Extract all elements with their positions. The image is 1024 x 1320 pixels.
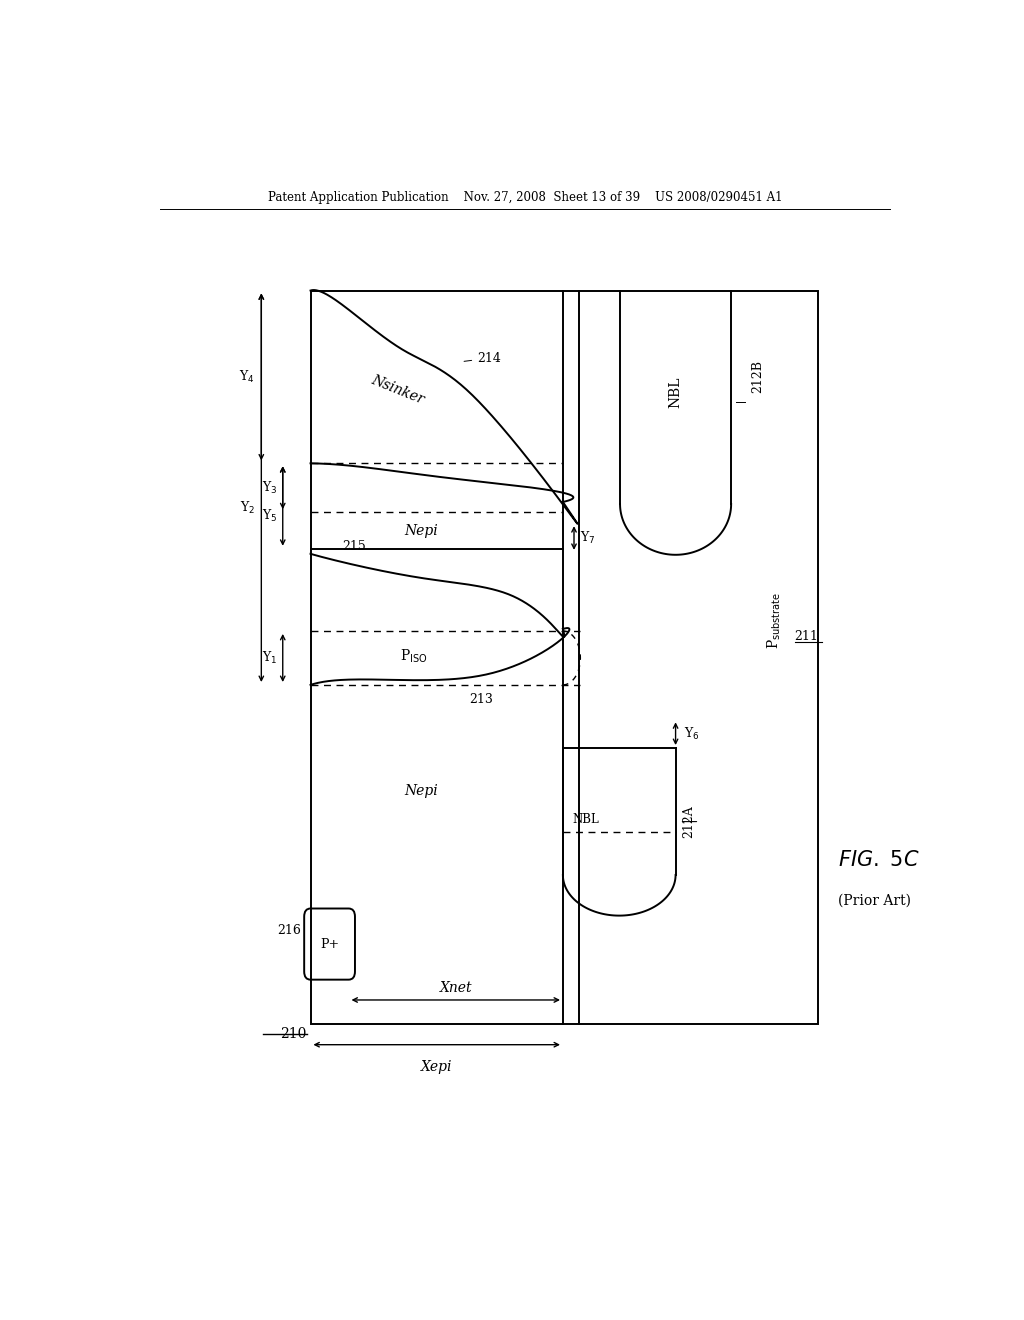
Text: Patent Application Publication    Nov. 27, 2008  Sheet 13 of 39    US 2008/02904: Patent Application Publication Nov. 27, … xyxy=(267,190,782,203)
Text: Y$_3$: Y$_3$ xyxy=(262,479,278,496)
Text: 215: 215 xyxy=(342,540,366,553)
Text: Xnet: Xnet xyxy=(439,981,472,995)
Text: 210: 210 xyxy=(281,1027,306,1041)
Text: P$_{\rm ISO}$: P$_{\rm ISO}$ xyxy=(400,648,427,665)
Text: 211: 211 xyxy=(795,630,818,643)
Text: Y$_6$: Y$_6$ xyxy=(684,726,699,742)
Text: Y$_1$: Y$_1$ xyxy=(262,649,278,667)
Text: Y$_2$: Y$_2$ xyxy=(240,500,255,516)
Text: Y$_7$: Y$_7$ xyxy=(581,529,596,546)
Text: P$_{\rm substrate}$: P$_{\rm substrate}$ xyxy=(766,593,783,649)
Text: Y$_5$: Y$_5$ xyxy=(262,508,278,524)
Text: 216: 216 xyxy=(278,924,301,937)
Text: Nsinker: Nsinker xyxy=(370,374,426,407)
Text: 213: 213 xyxy=(469,693,494,706)
Text: Nepi: Nepi xyxy=(404,524,438,539)
Text: P+: P+ xyxy=(321,937,339,950)
Text: Xepi: Xepi xyxy=(421,1060,453,1074)
Text: 212B: 212B xyxy=(751,360,764,393)
Text: Y$_4$: Y$_4$ xyxy=(240,368,255,385)
Text: NBL: NBL xyxy=(572,813,599,826)
Text: (Prior Art): (Prior Art) xyxy=(839,894,911,907)
Text: NBL: NBL xyxy=(669,376,683,408)
Text: Nepi: Nepi xyxy=(404,784,438,797)
Text: $\it{FIG.\ 5C}$: $\it{FIG.\ 5C}$ xyxy=(839,850,920,870)
Text: 212A: 212A xyxy=(682,805,695,838)
Text: 214: 214 xyxy=(464,351,501,364)
